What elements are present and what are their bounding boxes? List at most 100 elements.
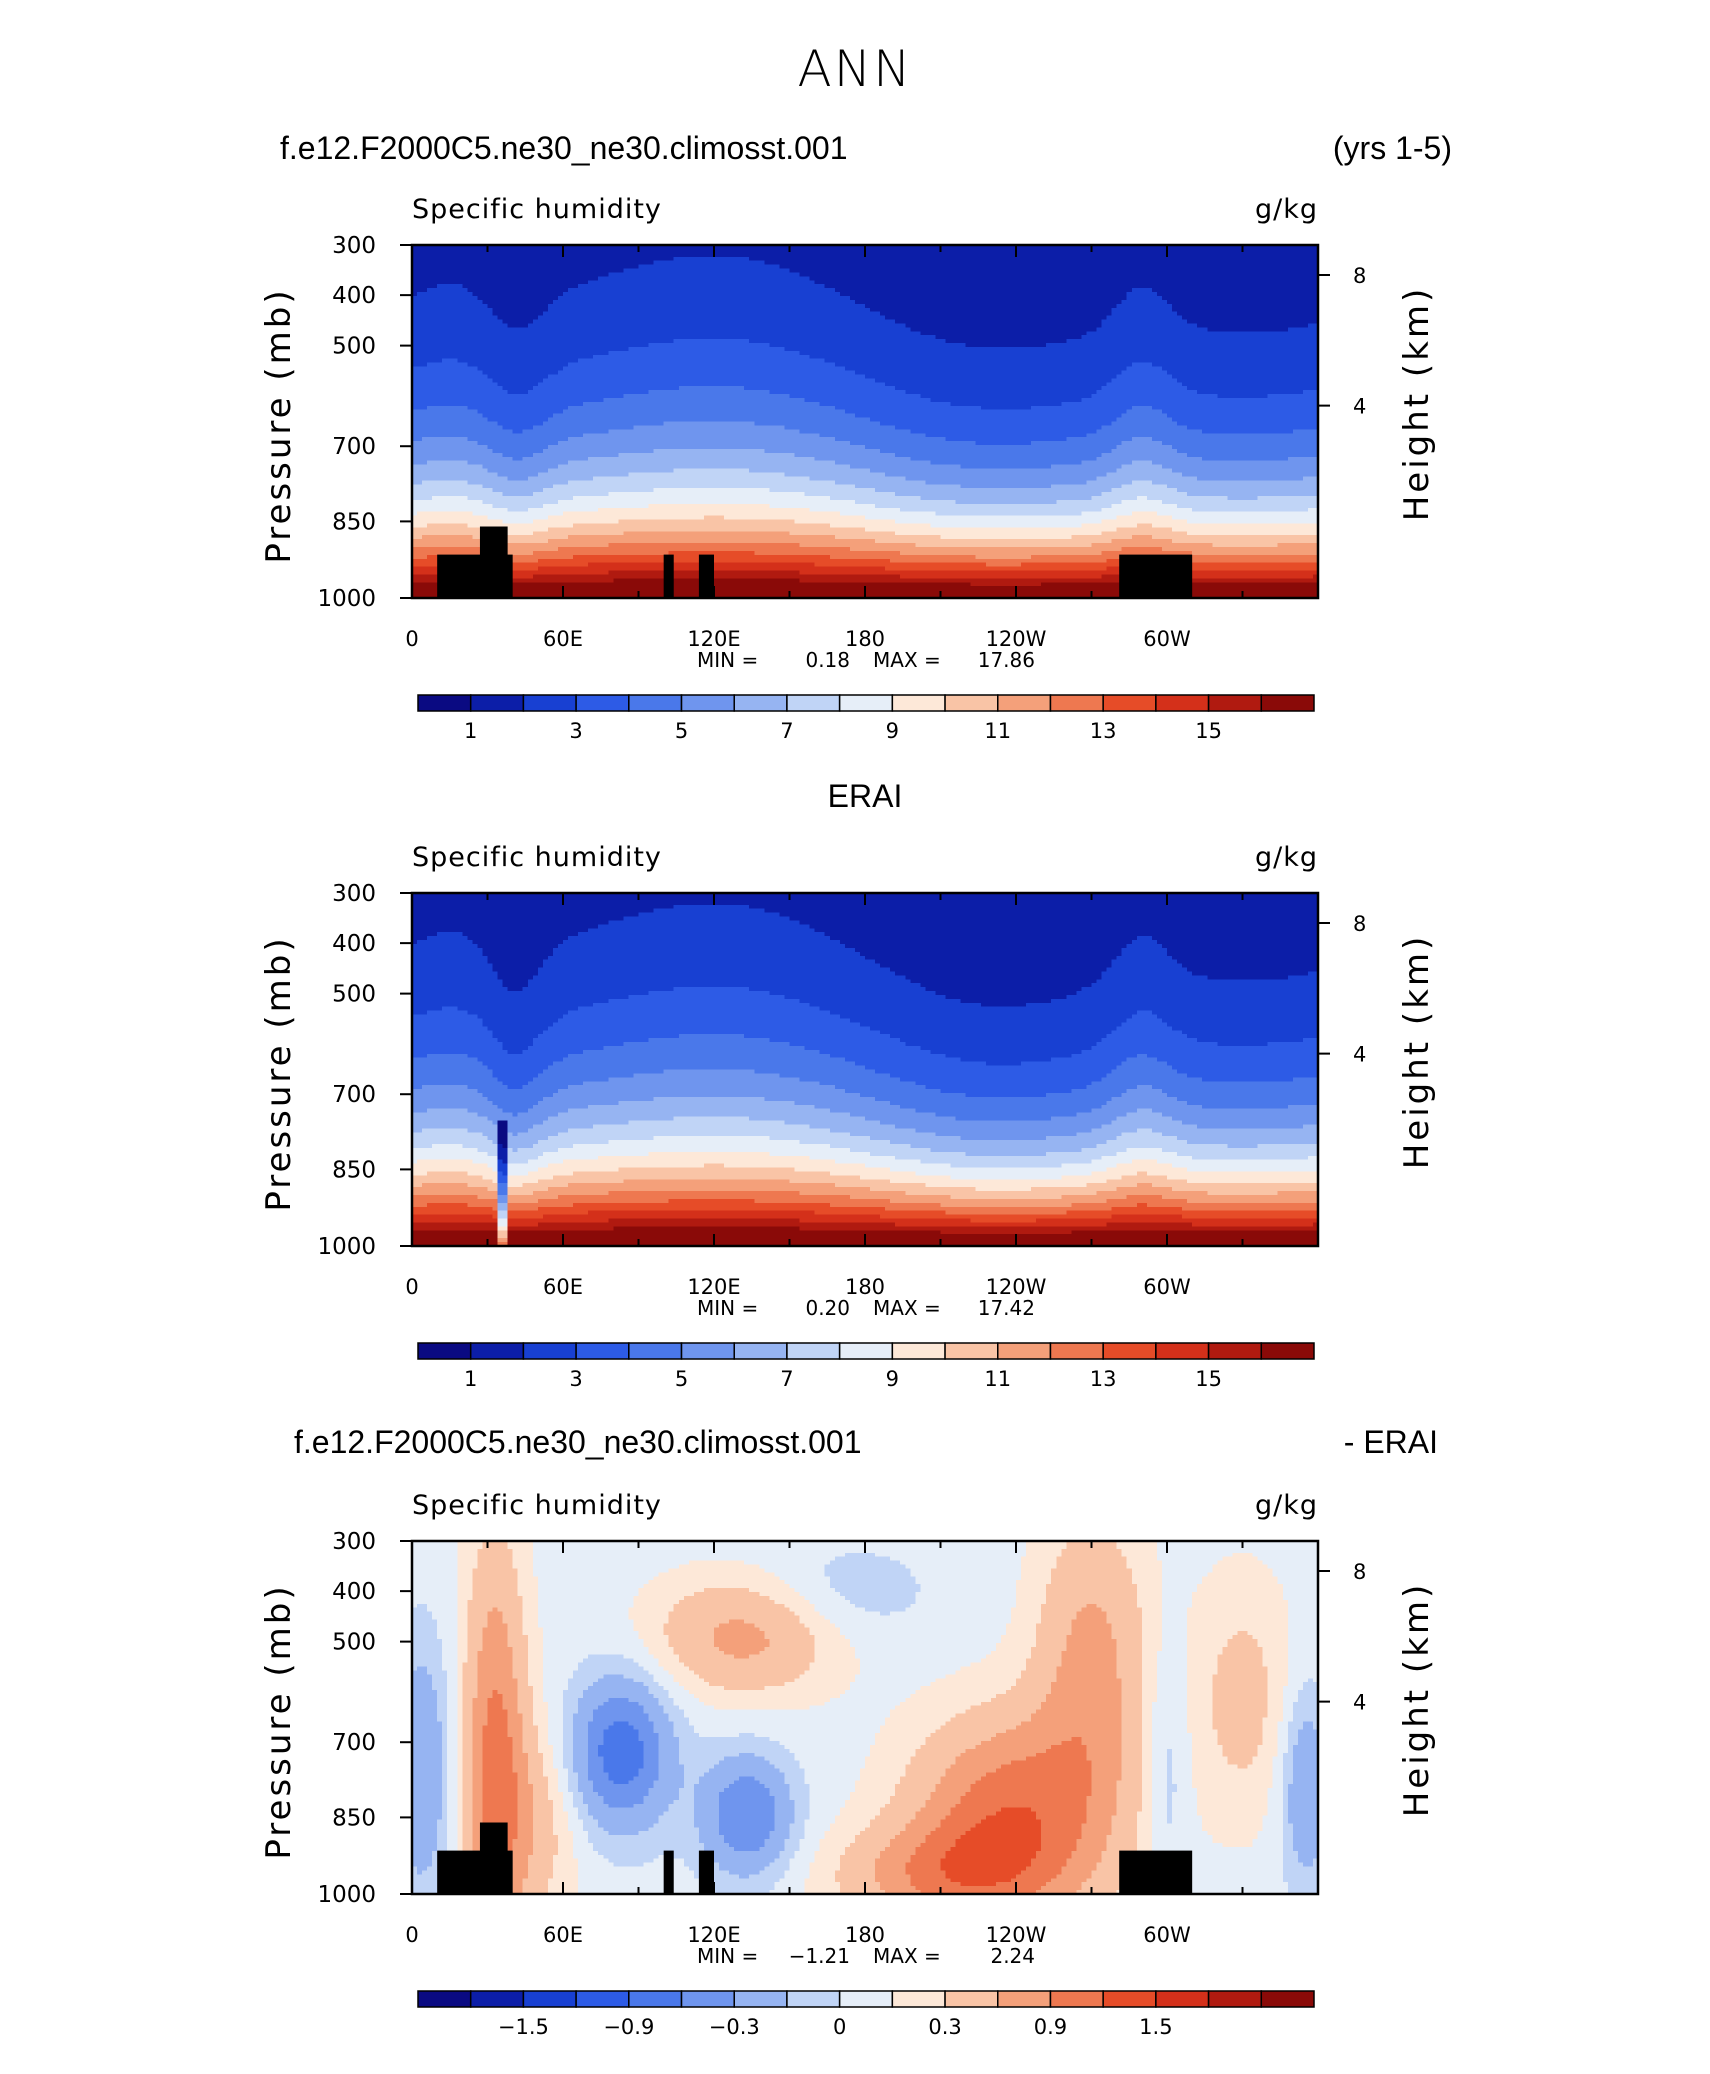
x-tick-label: 120E — [687, 1923, 740, 1947]
colorbar-swatch — [786, 694, 841, 712]
y-tick-label: 700 — [332, 434, 376, 460]
colorbar-swatch — [891, 1342, 946, 1360]
colorbar-swatch — [1049, 694, 1104, 712]
colorbar-swatch — [786, 1990, 841, 2008]
plot-subtitle: Specific humidity — [412, 842, 662, 873]
colorbar-swatch — [1155, 1342, 1210, 1360]
y-tick-label: 300 — [332, 233, 376, 259]
colorbar-swatch — [891, 1990, 946, 2008]
colorbar-swatch — [522, 694, 577, 712]
x-tick-label: 120E — [687, 1275, 740, 1299]
x-tick-label: 0 — [405, 1275, 418, 1299]
colorbar-label: 1.5 — [1139, 2015, 1172, 2039]
plot-subtitle: Specific humidity — [412, 194, 662, 225]
colorbar-label: 5 — [675, 1367, 688, 1391]
colorbar-swatch — [1049, 1342, 1104, 1360]
colorbar-swatch — [1207, 694, 1263, 712]
max-label: MAX = — [873, 1296, 941, 1320]
colorbar-label: 9 — [886, 719, 899, 743]
colorbar-swatch — [628, 1342, 683, 1360]
colorbar-label: 1 — [464, 719, 477, 743]
y-axis-title: Pressure (mb) — [259, 287, 299, 563]
x-tick-label: 120W — [986, 627, 1047, 651]
x-tick-label: 60E — [543, 1275, 583, 1299]
min-label: MIN = — [697, 1944, 758, 1968]
y2-tick-label: 8 — [1353, 264, 1366, 288]
colorbar-swatch — [997, 694, 1052, 712]
colorbar-label: 0.9 — [1034, 2015, 1067, 2039]
y2-tick-label: 4 — [1353, 1043, 1366, 1067]
x-tick-label: 0 — [405, 1923, 418, 1947]
colorbar-swatch — [1207, 1342, 1263, 1360]
max-value: 17.86 — [978, 648, 1035, 672]
colorbar-swatch — [680, 1990, 735, 2008]
colorbar-label: −0.3 — [709, 2015, 760, 2039]
x-tick-label: 120W — [986, 1923, 1047, 1947]
colorbar-label: 7 — [780, 719, 793, 743]
colorbar-swatch — [628, 694, 683, 712]
colorbar: 1 3 5 7 9 11 13 15 — [417, 694, 1315, 743]
colorbar-swatch — [417, 1342, 472, 1360]
y-tick-label: 700 — [332, 1082, 376, 1108]
terrain-block — [479, 526, 508, 598]
colorbar-label: 15 — [1195, 719, 1222, 743]
x-tick-label: 180 — [845, 1275, 885, 1299]
x-tick-label: 120E — [687, 627, 740, 651]
x-tick-label: 60W — [1143, 1923, 1191, 1947]
field-contours — [412, 245, 1319, 599]
figure-title: ANN — [797, 40, 913, 98]
colorbar-swatch — [417, 694, 472, 712]
colorbar-swatch — [1260, 1990, 1315, 2008]
y2-tick-label: 4 — [1353, 395, 1366, 419]
panel3-case-title: f.e12.F2000C5.ne30_ne30.climosst.001 — [294, 1424, 862, 1460]
colorbar-swatch — [944, 694, 999, 712]
colorbar-swatch — [522, 1342, 577, 1360]
colorbar-swatch — [838, 1342, 894, 1360]
colorbar-swatch — [575, 694, 630, 712]
colorbar-swatch — [575, 1342, 630, 1360]
colorbar-swatch — [417, 1990, 472, 2008]
x-tick-label: 60W — [1143, 627, 1191, 651]
colorbar-label: 15 — [1195, 1367, 1222, 1391]
min-value: 0.20 — [805, 1296, 850, 1320]
min-value: −1.21 — [789, 1944, 850, 1968]
panel-2: 0 60E 120E 180 120W 60W 300 400 500 700 850 1000 8 4 P… — [259, 842, 1437, 1391]
max-label: MAX = — [873, 648, 941, 672]
colorbar-label: −1.5 — [498, 2015, 549, 2039]
y-tick-label: 400 — [332, 1579, 376, 1605]
y-tick-label: 850 — [332, 1157, 376, 1183]
terrain-block — [479, 1822, 508, 1894]
colorbar-swatch — [1102, 694, 1157, 712]
terrain-block — [663, 554, 674, 598]
y2-tick-label: 4 — [1353, 1691, 1366, 1715]
y2-axis-title: Height (km) — [1397, 934, 1437, 1170]
colorbar-swatch — [680, 694, 735, 712]
colorbar-label: 11 — [984, 1367, 1011, 1391]
x-tick-label: 60E — [543, 627, 583, 651]
colorbar-swatch — [1260, 694, 1315, 712]
min-label: MIN = — [697, 648, 758, 672]
y-tick-label: 300 — [332, 1529, 376, 1555]
y2-axis-title: Height (km) — [1397, 286, 1437, 522]
plot-units: g/kg — [1255, 842, 1318, 873]
terrain-block — [1119, 554, 1193, 598]
y2-axis-title: Height (km) — [1397, 1582, 1437, 1818]
colorbar-swatch — [838, 1990, 894, 2008]
panel2-title: ERAI — [827, 778, 903, 814]
terrain-block — [1119, 1850, 1193, 1894]
terrain-block — [663, 1850, 674, 1894]
colorbar-swatch — [891, 694, 946, 712]
colorbar-label: 11 — [984, 719, 1011, 743]
x-tick-label: 60W — [1143, 1275, 1191, 1299]
colorbar-label: 1 — [464, 1367, 477, 1391]
field-contours — [412, 1541, 1319, 1895]
x-tick-label: 60E — [543, 1923, 583, 1947]
colorbar-label: 9 — [886, 1367, 899, 1391]
colorbar-label: 0 — [833, 2015, 846, 2039]
y-axis-title: Pressure (mb) — [259, 1583, 299, 1859]
y2-tick-label: 8 — [1353, 1560, 1366, 1584]
colorbar-swatch — [1155, 694, 1210, 712]
colorbar-swatch — [838, 694, 894, 712]
colorbar-label: 13 — [1090, 1367, 1117, 1391]
colorbar-swatch — [628, 1990, 683, 2008]
